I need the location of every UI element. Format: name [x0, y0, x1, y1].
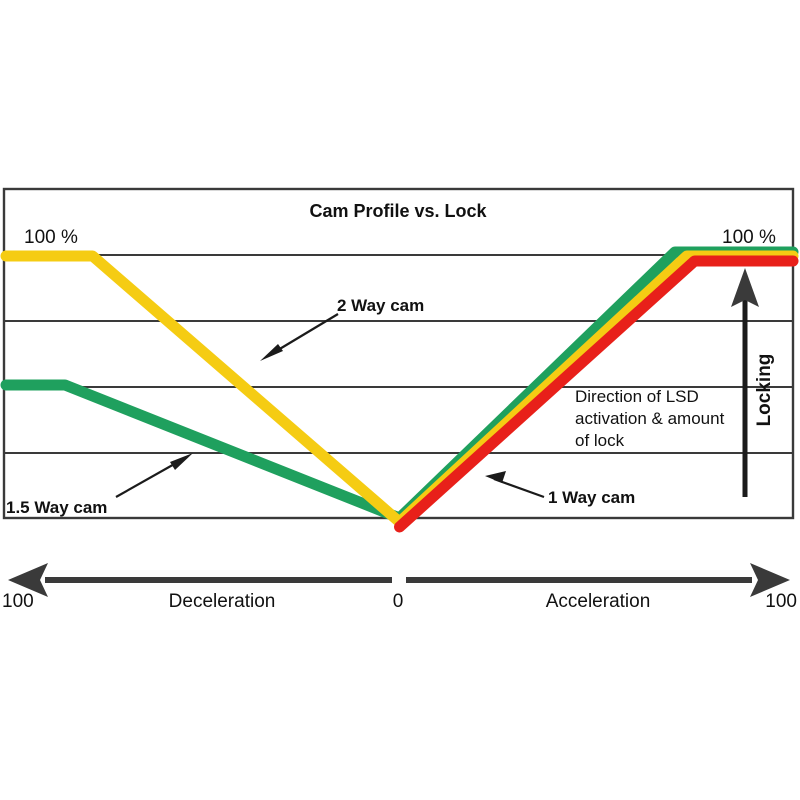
note-line-3: of lock	[575, 431, 625, 450]
chart-title: Cam Profile vs. Lock	[309, 201, 487, 221]
axis-tick-right-100: 100	[765, 591, 797, 612]
right-100-percent-label: 100 %	[722, 227, 776, 248]
annotation-1-way-cam: 1 Way cam	[485, 471, 635, 507]
label-1-5-way-cam: 1.5 Way cam	[6, 498, 107, 517]
note-line-1: Direction of LSD	[575, 387, 699, 406]
axis-tick-center-0: 0	[393, 591, 404, 612]
annotation-1-5-way-cam: 1.5 Way cam	[6, 453, 193, 517]
annotation-2-way-cam: 2 Way cam	[260, 296, 424, 361]
label-1-way-cam: 1 Way cam	[548, 488, 635, 507]
leader-arrowhead-2-way-cam	[260, 344, 283, 361]
locking-axis-arrow: Locking	[731, 268, 775, 497]
axis-label-acceleration: Acceleration	[546, 591, 651, 612]
deceleration-arrow-head	[8, 563, 48, 597]
series-line-1-way-cam	[394, 255, 799, 533]
plot-background	[4, 189, 793, 518]
leader-arrowhead-1-way-cam	[485, 471, 506, 483]
left-100-percent-label: 100 %	[24, 227, 78, 248]
lsd-direction-note: Direction of LSD activation & amount of …	[575, 387, 725, 450]
locking-axis-label: Locking	[754, 354, 775, 427]
label-2-way-cam: 2 Way cam	[337, 296, 424, 315]
note-line-2: activation & amount	[575, 409, 725, 428]
locking-arrow-head	[731, 268, 759, 307]
axis-label-deceleration: Deceleration	[169, 591, 276, 612]
leader-line-1-way-cam	[493, 477, 545, 499]
x-axis: 100 0 100 Deceleration Acceleration	[2, 563, 797, 612]
gridlines	[4, 254, 793, 454]
acceleration-arrow-head	[750, 563, 790, 597]
axis-tick-left-100: 100	[2, 591, 34, 612]
leader-arrowhead-1-5-way-cam	[170, 453, 193, 470]
